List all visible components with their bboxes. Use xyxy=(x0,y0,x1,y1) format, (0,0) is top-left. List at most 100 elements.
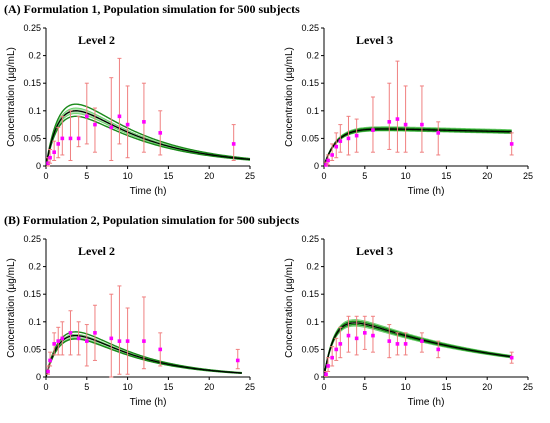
x-tick-label: 20 xyxy=(204,171,214,181)
panel-title: Level 3 xyxy=(356,33,393,47)
upper-percentile-line xyxy=(45,103,251,167)
y-tick-label: 0.25 xyxy=(301,23,319,33)
y-tick-label: 0.1 xyxy=(28,106,41,116)
observed-point xyxy=(354,133,359,138)
y-tick-label: 0.2 xyxy=(306,262,319,272)
observed-point xyxy=(403,342,408,346)
observed-point xyxy=(56,339,61,343)
chart-formulation2-level2: 0 0.05 0.1 0.15 0.2 0.25 0 5 10 15 20 25 Time (h) Con… xyxy=(6,234,255,408)
x-tick-label: 0 xyxy=(321,171,326,181)
x-axis-label: Time (h) xyxy=(130,186,167,197)
x-axis-label: Time (h) xyxy=(130,397,167,408)
observed-point xyxy=(354,336,359,341)
band-lower-line xyxy=(323,130,512,167)
chart-formulation2-level3: 0 0.05 0.1 0.15 0.2 0.25 0 5 10 15 20 25 Time (h) Con… xyxy=(284,234,533,408)
median-line xyxy=(323,128,512,167)
confidence-band xyxy=(324,319,512,377)
y-tick-label: 0 xyxy=(36,161,41,171)
y-tick-label: 0.1 xyxy=(306,106,319,116)
observed-point xyxy=(56,142,61,146)
x-tick-label: 15 xyxy=(441,382,451,392)
observed-point xyxy=(158,347,163,352)
observed-point xyxy=(142,339,146,343)
observed-point xyxy=(338,139,343,143)
y-tick-label: 0.15 xyxy=(23,78,41,88)
observed-point xyxy=(387,120,392,124)
observed-point xyxy=(371,128,375,132)
observed-point xyxy=(326,364,330,368)
observed-point xyxy=(52,150,56,154)
observed-point xyxy=(52,342,56,346)
observed-point xyxy=(68,136,73,141)
observed-point xyxy=(235,358,240,363)
observed-point xyxy=(142,120,146,124)
y-axis-label: Concentration (µg/mL) xyxy=(284,258,295,358)
observed-point xyxy=(330,355,334,360)
section-title-b: (B) Formulation 2, Population simulation… xyxy=(4,213,300,227)
observed-point xyxy=(68,331,73,335)
observed-point xyxy=(48,155,52,160)
band-upper-line xyxy=(323,126,512,167)
band-lower-line xyxy=(323,325,512,378)
lower-percentile-line xyxy=(323,323,512,378)
observed-point xyxy=(231,142,236,146)
y-tick-label: 0.15 xyxy=(301,289,319,299)
x-tick-label: 20 xyxy=(204,382,214,392)
x-tick-label: 0 xyxy=(43,382,48,392)
x-tick-label: 10 xyxy=(123,171,133,181)
y-tick-label: 0.25 xyxy=(23,23,41,33)
y-tick-label: 0.15 xyxy=(23,289,41,299)
y-tick-label: 0.25 xyxy=(301,234,319,244)
y-tick-label: 0.25 xyxy=(23,234,41,244)
observed-point xyxy=(93,331,97,335)
section-title-a: (A) Formulation 1, Population simulation… xyxy=(4,2,300,16)
observed-point xyxy=(76,136,81,141)
x-tick-label: 5 xyxy=(362,171,367,181)
observed-point xyxy=(85,339,89,343)
observed-point xyxy=(334,347,339,352)
upper-percentile-line xyxy=(323,127,512,167)
y-tick-label: 0.1 xyxy=(306,317,319,327)
observed-point xyxy=(109,125,114,130)
x-tick-label: 10 xyxy=(123,382,133,392)
observed-point xyxy=(403,122,408,127)
median-line xyxy=(45,110,251,167)
observed-point xyxy=(46,161,50,166)
y-tick-label: 0.2 xyxy=(28,262,41,272)
lower-percentile-line xyxy=(323,129,512,167)
y-tick-label: 0.2 xyxy=(28,51,41,61)
observed-point xyxy=(48,358,52,363)
observed-point xyxy=(330,153,334,157)
observed-point xyxy=(346,136,351,141)
x-tick-label: 0 xyxy=(43,171,48,181)
observed-point xyxy=(338,342,343,346)
y-tick-label: 0.15 xyxy=(301,78,319,88)
upper-percentile-line xyxy=(323,320,512,378)
median-line xyxy=(323,322,512,378)
y-tick-label: 0.05 xyxy=(23,133,41,143)
x-tick-label: 20 xyxy=(482,171,492,181)
x-tick-label: 25 xyxy=(523,382,533,392)
y-tick-label: 0.05 xyxy=(301,344,319,354)
observed-point xyxy=(324,372,328,377)
x-tick-label: 10 xyxy=(401,171,411,181)
x-tick-label: 5 xyxy=(362,382,367,392)
band-upper-line xyxy=(323,319,512,378)
y-tick-label: 0 xyxy=(314,372,319,382)
observed-point xyxy=(158,131,163,135)
observed-point xyxy=(125,122,130,127)
x-tick-label: 5 xyxy=(84,171,89,181)
x-tick-label: 5 xyxy=(84,382,89,392)
x-tick-label: 10 xyxy=(401,382,411,392)
x-tick-label: 25 xyxy=(523,171,533,181)
y-tick-label: 0 xyxy=(314,161,319,171)
observed-point xyxy=(324,163,328,167)
observed-point xyxy=(93,122,97,127)
x-axis-label: Time (h) xyxy=(408,397,445,408)
observed-point xyxy=(509,142,514,146)
x-tick-label: 25 xyxy=(245,171,255,181)
y-tick-label: 0.05 xyxy=(301,133,319,143)
observed-point xyxy=(420,122,424,127)
observed-point xyxy=(363,331,367,335)
observed-point xyxy=(117,339,122,343)
